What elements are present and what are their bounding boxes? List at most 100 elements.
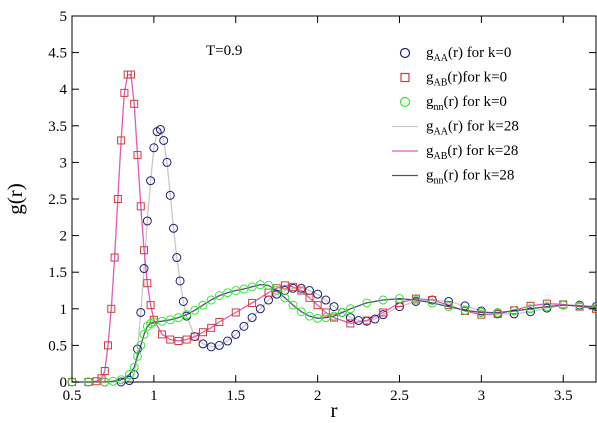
data-point (542, 302, 552, 312)
data-point (411, 295, 421, 305)
data-point (130, 99, 139, 108)
data-point (133, 351, 142, 361)
data-point (165, 190, 175, 200)
legend-label: gnn(r) for k=28 (426, 168, 514, 187)
data-point (272, 286, 282, 295)
data-point (288, 300, 298, 310)
y-tick-label: 2.5 (48, 192, 67, 208)
x-tick-label: 1.5 (226, 388, 245, 404)
data-point (313, 289, 323, 299)
data-point (207, 323, 216, 332)
data-point (223, 288, 233, 298)
data-point (155, 124, 165, 134)
legend-label: gAA(r) for k=28 (426, 119, 519, 138)
data-point (178, 296, 188, 306)
data-point (558, 300, 568, 310)
series-layer (67, 70, 597, 387)
annotation-text: T=0.9 (206, 43, 242, 59)
data-point (129, 370, 139, 380)
data-point (198, 300, 208, 310)
data-point (239, 321, 249, 331)
series-line (72, 283, 597, 383)
legend-item: gAA(r) for k=28 (392, 119, 519, 138)
data-point (526, 301, 535, 310)
data-point (173, 313, 183, 323)
y-tick-label: 0 (60, 375, 68, 391)
series-aa-line (72, 128, 597, 383)
data-point (169, 223, 179, 233)
y-tick-label: 3.5 (48, 119, 67, 135)
x-tick-label: 2 (314, 388, 322, 404)
legend-swatch (399, 47, 411, 59)
data-point (321, 295, 331, 305)
data-point (591, 302, 597, 312)
data-point (126, 70, 135, 79)
y-tick-label: 1.5 (48, 265, 67, 281)
data-point (231, 308, 240, 317)
data-point (289, 282, 298, 291)
data-point (129, 362, 139, 372)
data-point (190, 305, 200, 315)
y-axis-title: g(r) (3, 183, 27, 214)
data-point (272, 289, 282, 299)
data-point (346, 319, 355, 328)
data-point (255, 304, 265, 314)
series-aa-markers (67, 124, 597, 387)
legend-label: gAB(r)for k=0 (426, 70, 507, 89)
data-point (247, 313, 257, 323)
data-point (190, 332, 199, 341)
data-point (165, 315, 175, 325)
data-point (378, 295, 388, 305)
data-point (395, 294, 404, 304)
data-point (107, 304, 116, 313)
data-point (297, 286, 306, 295)
data-point (120, 88, 129, 97)
tick-layer: 0.5 1 1.5 2 2.5 3 3.500.511.522.533.544.55 (48, 9, 596, 404)
data-point (296, 307, 306, 317)
legend-label: gnn(r) for k=0 (426, 94, 507, 113)
legend-item: gnn(r) for k=0 (399, 94, 507, 113)
data-point (206, 295, 216, 305)
data-point (83, 377, 93, 387)
data-point (117, 136, 126, 145)
y-tick-label: 4 (60, 82, 68, 98)
data-point (92, 377, 101, 386)
data-point (395, 298, 404, 307)
legend-item: gnn(r) for k=28 (392, 168, 514, 187)
legend-swatch (399, 96, 411, 108)
data-point (362, 316, 371, 325)
data-point (140, 246, 149, 255)
y-tick-label: 3 (60, 155, 68, 171)
data-point (166, 335, 175, 344)
x-tick-label: 1 (150, 388, 158, 404)
data-point (104, 341, 113, 350)
data-point (116, 375, 126, 385)
data-point (174, 337, 183, 346)
data-point (198, 339, 208, 349)
data-point (370, 314, 380, 324)
data-point (124, 370, 134, 380)
data-point (214, 291, 224, 301)
x-tick-label: 0.5 (63, 388, 82, 404)
series-nn-line (72, 283, 597, 383)
data-point (427, 298, 437, 308)
data-point (110, 253, 119, 262)
data-point (133, 151, 142, 160)
x-tick-label: 3.5 (554, 388, 573, 404)
data-point (345, 304, 355, 314)
y-tick-label: 1 (60, 302, 68, 318)
data-point (304, 311, 314, 321)
data-point (139, 329, 149, 339)
y-tick-label: 2 (60, 229, 68, 245)
data-point (136, 307, 146, 317)
data-point (142, 216, 152, 226)
data-point (100, 367, 109, 376)
data-point (329, 311, 339, 321)
data-point (280, 293, 290, 303)
data-point (305, 293, 314, 302)
data-point (159, 135, 169, 145)
data-point (345, 313, 355, 323)
series-nn-markers (67, 280, 597, 387)
data-point (215, 317, 224, 326)
